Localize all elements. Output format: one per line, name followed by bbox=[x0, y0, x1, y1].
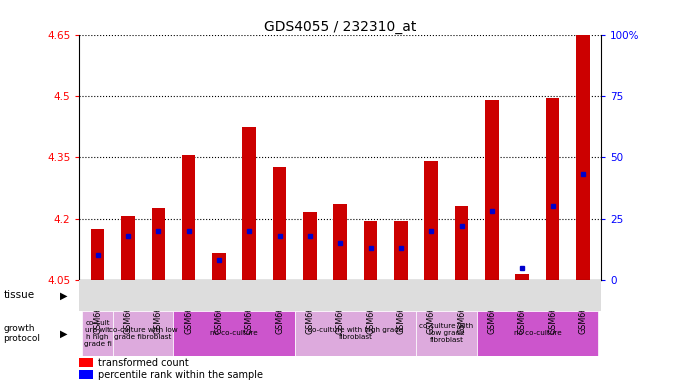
Bar bbox=[576, 35, 590, 280]
Bar bbox=[79, 358, 93, 367]
Bar bbox=[91, 229, 104, 280]
Text: high grade tumor: high grade tumor bbox=[128, 290, 219, 300]
Bar bbox=[416, 311, 477, 356]
Text: transformed count: transformed count bbox=[97, 358, 189, 367]
Text: growth
protocol: growth protocol bbox=[3, 324, 41, 343]
Text: percentile rank within the sample: percentile rank within the sample bbox=[97, 370, 263, 380]
Bar bbox=[151, 208, 165, 280]
Bar bbox=[173, 311, 295, 356]
Bar bbox=[79, 370, 93, 379]
Bar bbox=[82, 280, 265, 311]
Bar bbox=[364, 220, 377, 280]
Bar bbox=[212, 253, 226, 280]
Bar bbox=[273, 167, 287, 280]
Text: tissue: tissue bbox=[3, 290, 35, 300]
Text: co-culture with low
grade fibroblast: co-culture with low grade fibroblast bbox=[109, 327, 178, 340]
Bar bbox=[477, 311, 598, 356]
Bar bbox=[265, 280, 598, 311]
Bar bbox=[295, 311, 416, 356]
Text: co-cult
ure wit
h high
grade fi: co-cult ure wit h high grade fi bbox=[84, 320, 112, 347]
Bar bbox=[243, 127, 256, 280]
Text: ▶: ▶ bbox=[60, 328, 67, 338]
Bar bbox=[82, 311, 113, 356]
Text: no co-culture: no co-culture bbox=[210, 330, 258, 336]
Text: co-culture with high grade
fibroblast: co-culture with high grade fibroblast bbox=[307, 327, 403, 340]
Text: ▶: ▶ bbox=[60, 290, 67, 300]
Bar bbox=[394, 220, 408, 280]
Text: no co-culture: no co-culture bbox=[513, 330, 561, 336]
Bar bbox=[182, 155, 196, 280]
Bar bbox=[121, 217, 135, 280]
Text: co-culture with
low grade
fibroblast: co-culture with low grade fibroblast bbox=[419, 323, 473, 343]
Bar bbox=[455, 206, 468, 280]
Bar bbox=[546, 98, 560, 280]
Bar bbox=[334, 204, 347, 280]
Bar bbox=[113, 311, 173, 356]
Bar bbox=[303, 212, 316, 280]
Text: low grade tumor: low grade tumor bbox=[388, 290, 475, 300]
Title: GDS4055 / 232310_at: GDS4055 / 232310_at bbox=[264, 20, 417, 33]
Bar bbox=[515, 274, 529, 280]
Bar bbox=[424, 161, 438, 280]
Bar bbox=[485, 100, 499, 280]
